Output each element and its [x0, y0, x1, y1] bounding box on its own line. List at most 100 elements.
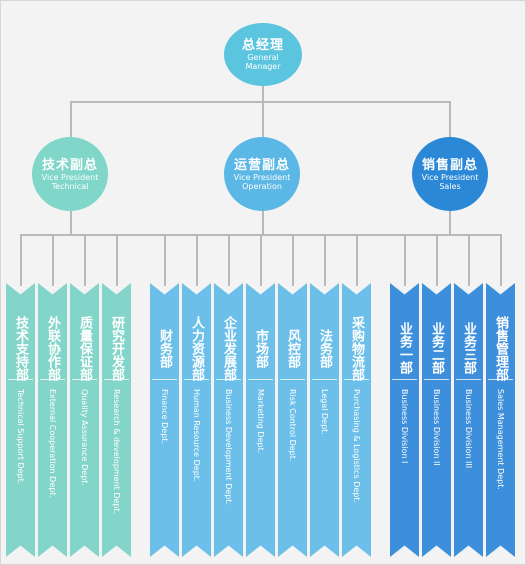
dept-name-zh: 企业发展部	[221, 315, 236, 381]
dept-name-en: Marketing Dept.	[256, 389, 265, 454]
vp-operation-en-1: Vice President	[233, 172, 291, 182]
general-manager-en-1: General	[247, 53, 279, 62]
dept-column: 采购物流部 Purchasing & Logistics Dept.	[342, 283, 371, 557]
general-manager-zh: 总经理	[241, 38, 284, 53]
dept-ribbon	[486, 283, 515, 557]
dept-name-en: Risk Control Dept.	[288, 389, 297, 462]
dept-ribbon	[38, 283, 67, 557]
dept-name-zh: 质量保证部	[77, 315, 92, 381]
dept-column: 人力资源部 Human Resource Dept.	[182, 283, 211, 557]
dept-ribbon	[422, 283, 451, 557]
dept-name-zh: 业务一部	[397, 322, 412, 374]
dept-name-en: Technical Support Dept.	[16, 389, 25, 485]
connector-dept-drop	[292, 234, 294, 286]
dept-name-zh: 外联协作部	[45, 315, 60, 381]
general-manager-en-2: Manager	[245, 62, 281, 71]
connector-dept-drop	[116, 234, 118, 286]
dept-ribbon	[150, 283, 179, 557]
dept-name-en: Purchasing & Logistics Dept.	[352, 389, 361, 504]
dept-name-zh: 财务部	[157, 328, 172, 368]
dept-name-en: Business Development Dept.	[224, 389, 233, 506]
connector-dept-drop	[228, 234, 230, 286]
dept-divider	[488, 379, 513, 380]
connector-vp-bar	[70, 101, 451, 103]
dept-column: 业务二部 Business Division II	[422, 283, 451, 557]
dept-ribbon	[70, 283, 99, 557]
dept-ribbon	[390, 283, 419, 557]
dept-ribbon	[278, 283, 307, 557]
dept-column: 企业发展部 Business Development Dept.	[214, 283, 243, 557]
vp-technical-en-2: Technical	[51, 181, 89, 191]
connector-dept-drop	[20, 234, 22, 286]
vp-technical-en-1: Vice President	[41, 172, 99, 182]
connector-dept-drop	[84, 234, 86, 286]
connector-dept-drop	[500, 234, 502, 286]
dept-divider	[104, 379, 129, 380]
dept-column: 财务部 Finance Dept.	[150, 283, 179, 557]
connector-dept-drop	[468, 234, 470, 286]
dept-ribbon	[342, 283, 371, 557]
connector-vp3-down	[449, 211, 451, 235]
dept-divider	[216, 379, 241, 380]
connector-vp2-up	[262, 101, 264, 137]
dept-column: 法务部 Legal Dept.	[310, 283, 339, 557]
dept-divider	[184, 379, 209, 380]
dept-name-en: Finance Dept.	[160, 389, 169, 444]
dept-name-zh: 风控部	[285, 328, 300, 368]
vp-sales-node: 销售副总 Vice President Sales	[412, 137, 488, 211]
dept-name-en: Human Resource Dept.	[192, 389, 201, 482]
vp-operation-en-2: Operation	[242, 181, 282, 191]
dept-name-zh: 业务二部	[429, 322, 444, 374]
dept-column: 业务一部 Business Division I	[390, 283, 419, 557]
connector-dept-drop	[52, 234, 54, 286]
dept-divider	[280, 379, 305, 380]
dept-ribbon	[182, 283, 211, 557]
dept-ribbon	[214, 283, 243, 557]
dept-column: 质量保证部 Quality Assurance Dept.	[70, 283, 99, 557]
dept-name-zh: 市场部	[253, 328, 268, 368]
dept-name-zh: 技术支持部	[13, 315, 28, 381]
dept-divider	[456, 379, 481, 380]
dept-column: 市场部 Marketing Dept.	[246, 283, 275, 557]
dept-divider	[312, 379, 337, 380]
connector-dept-drop	[260, 234, 262, 286]
dept-column: 研究开发部 Research & development Dept.	[102, 283, 131, 557]
connector-dept-drop	[196, 234, 198, 286]
vp-sales-zh: 销售副总	[421, 157, 478, 173]
dept-divider	[40, 379, 65, 380]
dept-name-en: Legal Dept.	[320, 389, 329, 435]
vp-operation-zh: 运营副总	[233, 157, 290, 173]
dept-name-en: Business Division III	[464, 389, 473, 469]
dept-name-zh: 研究开发部	[109, 315, 124, 381]
dept-name-en: Business Division II	[432, 389, 441, 466]
dept-divider	[248, 379, 273, 380]
dept-divider	[424, 379, 449, 380]
vp-technical-zh: 技术副总	[41, 157, 98, 173]
connector-dept-drop	[356, 234, 358, 286]
dept-divider	[8, 379, 33, 380]
connector-vp3-up	[449, 101, 451, 137]
connector-dept-drop	[404, 234, 406, 286]
dept-column: 外联协作部 External Cooperation Dept.	[38, 283, 67, 557]
dept-column: 风控部 Risk Control Dept.	[278, 283, 307, 557]
dept-ribbon	[310, 283, 339, 557]
vp-technical-node: 技术副总 Vice President Technical	[32, 137, 108, 211]
dept-name-en: Business Division I	[400, 389, 409, 464]
dept-ribbon	[6, 283, 35, 557]
dept-divider	[392, 379, 417, 380]
connector-root-down	[262, 86, 264, 101]
general-manager-node: 总经理 General Manager	[224, 23, 302, 86]
connector-vp2-down	[262, 211, 264, 235]
dept-ribbon	[246, 283, 275, 557]
connector-vp1-down	[70, 211, 72, 235]
dept-name-zh: 人力资源部	[189, 315, 204, 381]
dept-divider	[72, 379, 97, 380]
dept-name-en: Research & development Dept.	[112, 389, 121, 515]
dept-name-en: Quality Assurance Dept.	[80, 389, 89, 486]
dept-column: 业务三部 Business Division III	[454, 283, 483, 557]
dept-column: 技术支持部 Technical Support Dept.	[6, 283, 35, 557]
dept-column: 销售管理部 Sales Management Dept.	[486, 283, 515, 557]
dept-name-en: External Cooperation Dept.	[48, 389, 57, 499]
connector-dept-drop	[324, 234, 326, 286]
